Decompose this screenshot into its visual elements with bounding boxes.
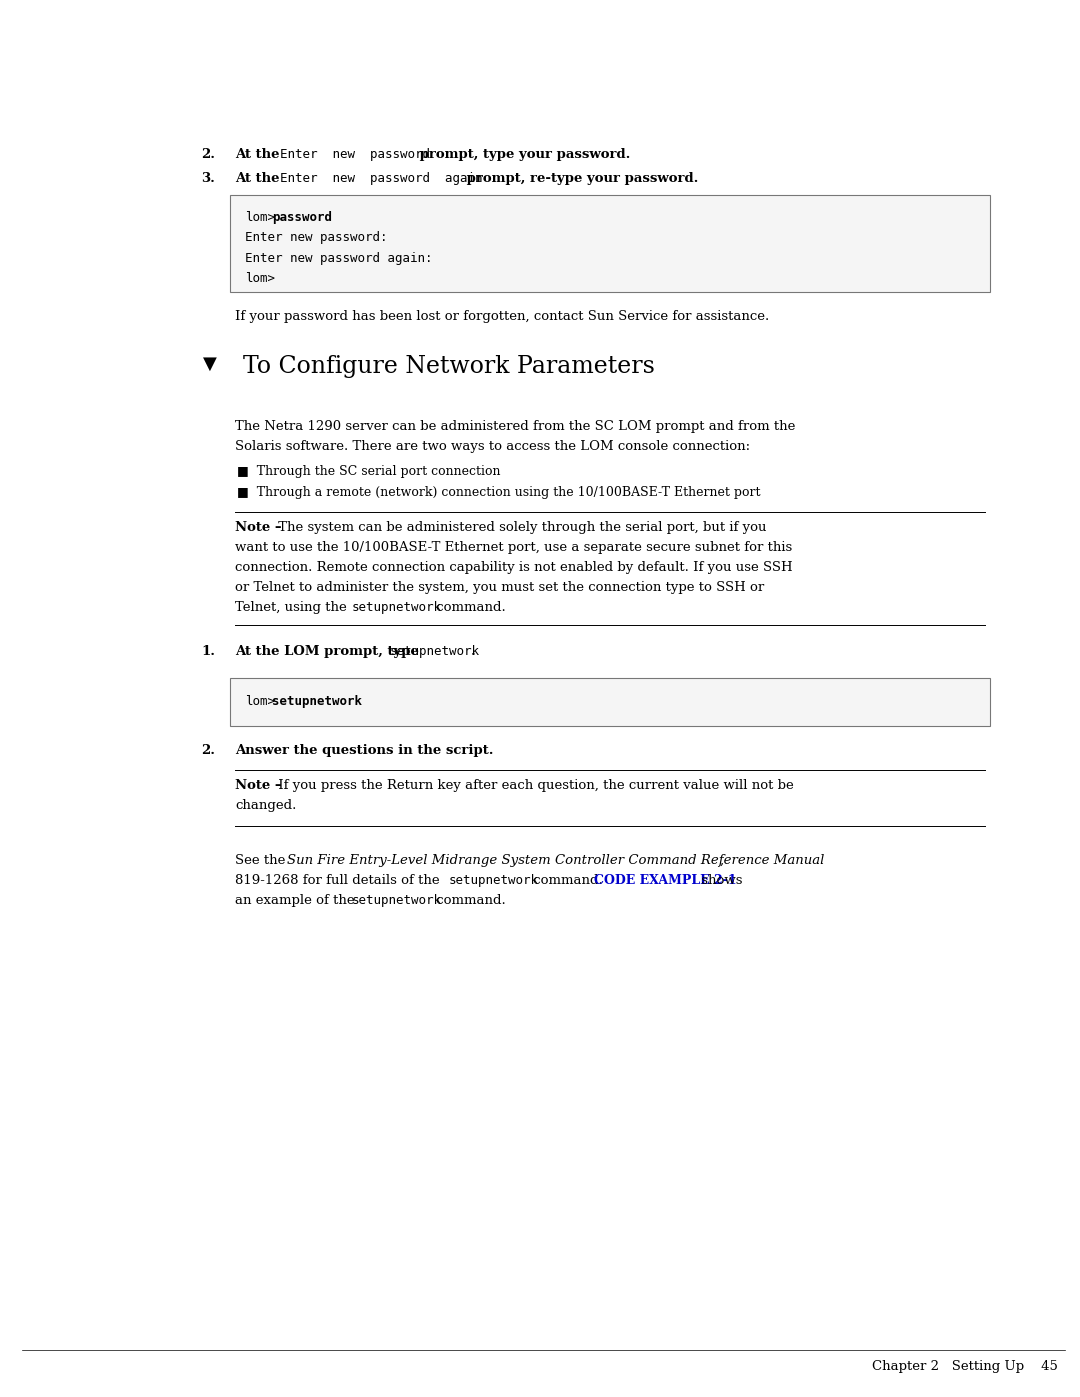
Text: ,: , <box>719 854 724 868</box>
Text: Note –: Note – <box>235 521 282 534</box>
Text: 1.: 1. <box>201 645 215 658</box>
Text: Solaris software. There are two ways to access the LOM console connection:: Solaris software. There are two ways to … <box>235 440 751 453</box>
Text: want to use the 10/100BASE-T Ethernet port, use a separate secure subnet for thi: want to use the 10/100BASE-T Ethernet po… <box>235 541 793 555</box>
Text: At the LOM prompt, type: At the LOM prompt, type <box>235 645 423 658</box>
Text: 2.: 2. <box>201 745 215 757</box>
Text: Sun Fire Entry-Level Midrange System Controller Command Reference Manual: Sun Fire Entry-Level Midrange System Con… <box>286 854 824 868</box>
Text: Enter  new  password  again: Enter new password again <box>280 172 483 184</box>
Text: connection. Remote connection capability is not enabled by default. If you use S: connection. Remote connection capability… <box>235 562 793 574</box>
Text: setupnetwork: setupnetwork <box>351 894 442 907</box>
Text: setupnetwork: setupnetwork <box>448 875 538 887</box>
Text: setupnetwork: setupnetwork <box>272 694 362 708</box>
Text: 2.: 2. <box>201 148 215 161</box>
Text: changed.: changed. <box>235 799 296 812</box>
Text: See the: See the <box>235 854 289 868</box>
Text: an example of the: an example of the <box>235 894 359 907</box>
Text: lom>: lom> <box>245 272 275 285</box>
Text: lom>: lom> <box>245 211 275 224</box>
Text: 3.: 3. <box>201 172 215 184</box>
Text: 819-1268 for full details of the: 819-1268 for full details of the <box>235 875 444 887</box>
FancyBboxPatch shape <box>230 196 990 292</box>
Text: .: . <box>471 645 476 658</box>
Text: prompt, re-type your password.: prompt, re-type your password. <box>462 172 699 184</box>
Text: If your password has been lost or forgotten, contact Sun Service for assistance.: If your password has been lost or forgot… <box>235 310 769 323</box>
Text: password: password <box>272 211 332 224</box>
Text: lom>: lom> <box>245 694 275 708</box>
Text: Chapter 2   Setting Up    45: Chapter 2 Setting Up 45 <box>873 1361 1058 1373</box>
Text: Enter  new  password: Enter new password <box>280 148 430 161</box>
Text: Answer the questions in the script.: Answer the questions in the script. <box>235 745 494 757</box>
FancyBboxPatch shape <box>230 678 990 726</box>
Text: ■  Through a remote (network) connection using the 10/100BASE-T Ethernet port: ■ Through a remote (network) connection … <box>237 486 760 499</box>
Text: command.: command. <box>432 894 507 907</box>
Text: setupnetwork: setupnetwork <box>351 601 442 615</box>
Text: The system can be administered solely through the serial port, but if you: The system can be administered solely th… <box>273 521 767 534</box>
Text: shows: shows <box>697 875 742 887</box>
Text: Telnet, using the: Telnet, using the <box>235 601 351 615</box>
Text: ▼: ▼ <box>203 355 217 373</box>
Text: prompt, type your password.: prompt, type your password. <box>415 148 631 161</box>
Text: or Telnet to administer the system, you must set the connection type to SSH or: or Telnet to administer the system, you … <box>235 581 765 594</box>
Text: Enter new password again:: Enter new password again: <box>245 251 432 265</box>
Text: The Netra 1290 server can be administered from the SC LOM prompt and from the: The Netra 1290 server can be administere… <box>235 420 795 433</box>
Text: At the: At the <box>235 148 284 161</box>
Text: To Configure Network Parameters: To Configure Network Parameters <box>243 355 654 379</box>
Text: command.: command. <box>529 875 607 887</box>
Text: setupnetwork: setupnetwork <box>390 645 480 658</box>
Text: Enter new password:: Enter new password: <box>245 232 388 244</box>
Text: command.: command. <box>432 601 507 615</box>
Text: CODE EXAMPLE 2-1: CODE EXAMPLE 2-1 <box>594 875 737 887</box>
Text: ■  Through the SC serial port connection: ■ Through the SC serial port connection <box>237 465 500 478</box>
Text: If you press the Return key after each question, the current value will not be: If you press the Return key after each q… <box>273 780 794 792</box>
Text: Note –: Note – <box>235 780 282 792</box>
Text: At the: At the <box>235 172 284 184</box>
